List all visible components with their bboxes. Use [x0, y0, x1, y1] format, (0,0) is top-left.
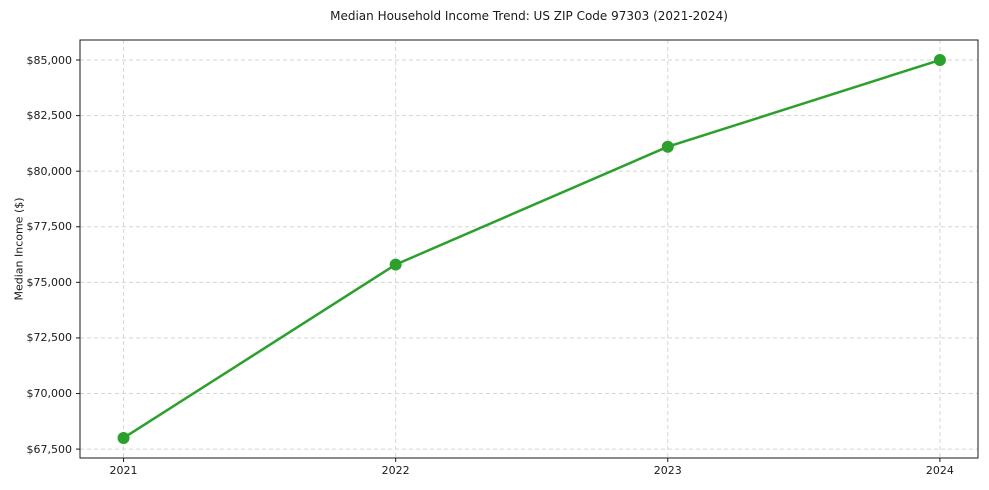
y-tick-label: $82,500: [26, 109, 73, 123]
y-tick-label: $75,000: [26, 275, 73, 289]
data-point: [117, 431, 130, 444]
chart-title: Median Household Income Trend: US ZIP Co…: [330, 9, 728, 23]
y-tick-label: $77,500: [26, 220, 73, 234]
trend-line: [122, 58, 942, 440]
plot-border: [79, 39, 979, 459]
data-point: [933, 54, 946, 67]
x-tick-label: 2021: [109, 464, 138, 477]
x-tick-label: 2023: [653, 464, 682, 477]
data-point: [661, 140, 674, 153]
y-tick-label: $85,000: [26, 53, 73, 67]
y-tick-label: $70,000: [26, 387, 73, 401]
data-point: [389, 258, 402, 271]
x-tick-label: 2024: [925, 464, 954, 477]
y-tick-label: $67,500: [26, 442, 73, 456]
x-tick-label: 2022: [381, 464, 410, 477]
y-tick-label: $72,500: [26, 331, 73, 345]
y-tick-label: $80,000: [26, 164, 73, 178]
